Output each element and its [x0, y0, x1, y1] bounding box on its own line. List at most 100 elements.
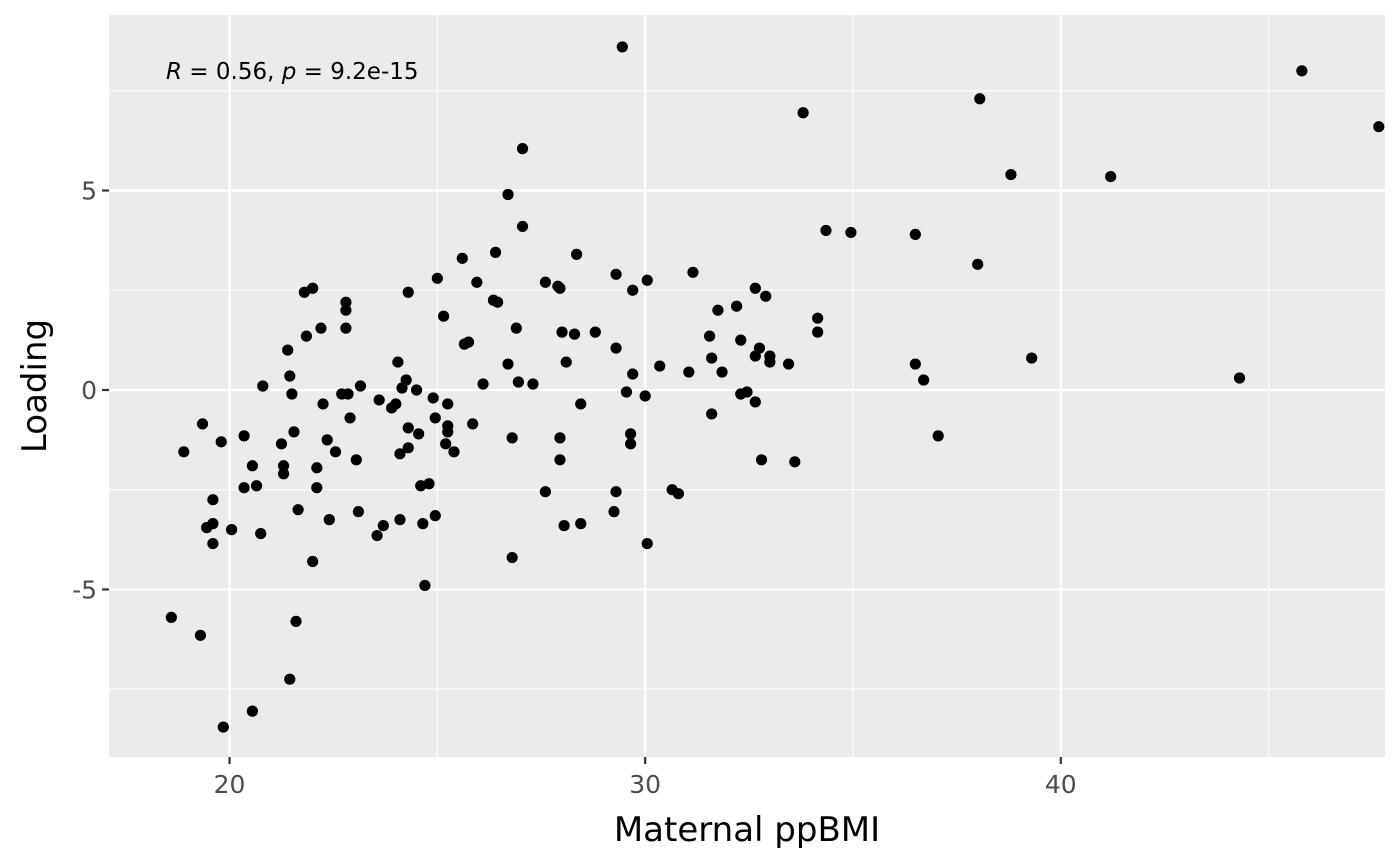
data-point — [255, 528, 267, 540]
data-point — [570, 248, 583, 260]
data-point — [556, 326, 568, 338]
y-tick-label: -5 — [72, 575, 97, 604]
data-point — [417, 518, 429, 530]
data-point — [238, 482, 250, 494]
data-point — [703, 330, 716, 342]
x-axis-title: Maternal ppBMI — [614, 810, 880, 850]
y-axis: -5 0 5 — [72, 177, 109, 604]
data-point — [1233, 372, 1246, 384]
data-point — [506, 551, 518, 564]
data-point — [510, 322, 522, 334]
data-point — [489, 246, 502, 258]
data-point — [440, 438, 452, 450]
data-point — [554, 432, 566, 444]
p-value: = 9.2e-15 — [296, 59, 418, 85]
data-point — [812, 326, 824, 338]
data-point — [394, 448, 406, 460]
data-point — [749, 282, 761, 294]
y-tick-label: 0 — [81, 376, 97, 405]
data-point — [284, 370, 296, 382]
data-point — [749, 396, 761, 408]
data-point — [755, 454, 768, 466]
data-point — [394, 514, 406, 526]
data-point — [731, 300, 743, 312]
data-point — [654, 360, 666, 372]
data-point — [207, 518, 219, 530]
data-point — [568, 328, 581, 340]
data-point — [427, 392, 439, 404]
data-point — [909, 358, 921, 370]
data-point — [560, 356, 572, 368]
data-point — [812, 312, 824, 324]
data-point — [558, 520, 570, 532]
data-point — [350, 454, 362, 466]
data-point — [625, 428, 637, 440]
data-point — [178, 446, 190, 458]
data-point — [284, 673, 296, 685]
data-point — [413, 428, 425, 440]
plot-panel — [109, 15, 1385, 757]
data-point — [641, 274, 653, 286]
data-point — [932, 430, 944, 442]
data-point — [165, 611, 177, 623]
data-point — [238, 430, 250, 442]
data-point — [610, 342, 622, 354]
data-point — [437, 310, 450, 322]
data-point — [402, 422, 414, 434]
data-point — [502, 358, 514, 370]
data-point — [716, 366, 728, 378]
data-point — [311, 462, 323, 474]
data-point — [706, 408, 718, 420]
data-point — [477, 378, 489, 390]
data-point — [797, 107, 809, 119]
data-point — [554, 282, 566, 294]
data-point — [575, 518, 587, 530]
data-point — [845, 226, 857, 239]
data-point — [307, 282, 319, 294]
data-point — [589, 326, 601, 338]
data-point — [429, 510, 441, 522]
data-point — [641, 537, 653, 550]
correlation-annotation: R = 0.56, p = 9.2e-15 — [166, 59, 419, 85]
data-point — [502, 188, 514, 201]
data-point — [687, 266, 699, 278]
r-symbol: R — [166, 59, 182, 85]
data-point — [196, 418, 209, 430]
data-point — [820, 224, 832, 237]
data-point — [207, 494, 219, 506]
data-point — [410, 384, 423, 396]
data-point — [442, 426, 454, 438]
data-point — [340, 296, 352, 308]
data-point — [610, 268, 622, 280]
data-point — [257, 380, 269, 392]
data-point — [554, 454, 566, 466]
data-point — [315, 322, 327, 334]
data-point — [207, 537, 219, 550]
data-point — [516, 220, 529, 233]
data-point — [1005, 168, 1017, 181]
data-point — [1373, 121, 1385, 133]
data-point — [215, 436, 227, 448]
data-point — [377, 520, 389, 532]
data-point — [286, 388, 298, 400]
data-point — [456, 252, 468, 264]
data-point — [321, 434, 333, 446]
r-value: = 0.56, — [182, 59, 282, 85]
data-point — [390, 398, 402, 410]
x-tick-label: 20 — [214, 770, 246, 799]
data-point — [760, 290, 772, 302]
data-point — [764, 356, 776, 368]
data-point — [194, 629, 207, 641]
data-point — [344, 412, 356, 424]
data-point — [250, 480, 263, 492]
data-point — [616, 41, 628, 53]
data-point — [683, 366, 695, 378]
data-point — [246, 460, 258, 472]
data-point — [462, 336, 475, 348]
data-point — [282, 344, 294, 356]
data-point — [217, 721, 229, 733]
data-point — [608, 506, 620, 518]
data-point — [352, 506, 364, 518]
data-point — [741, 386, 753, 398]
data-point — [442, 398, 454, 410]
